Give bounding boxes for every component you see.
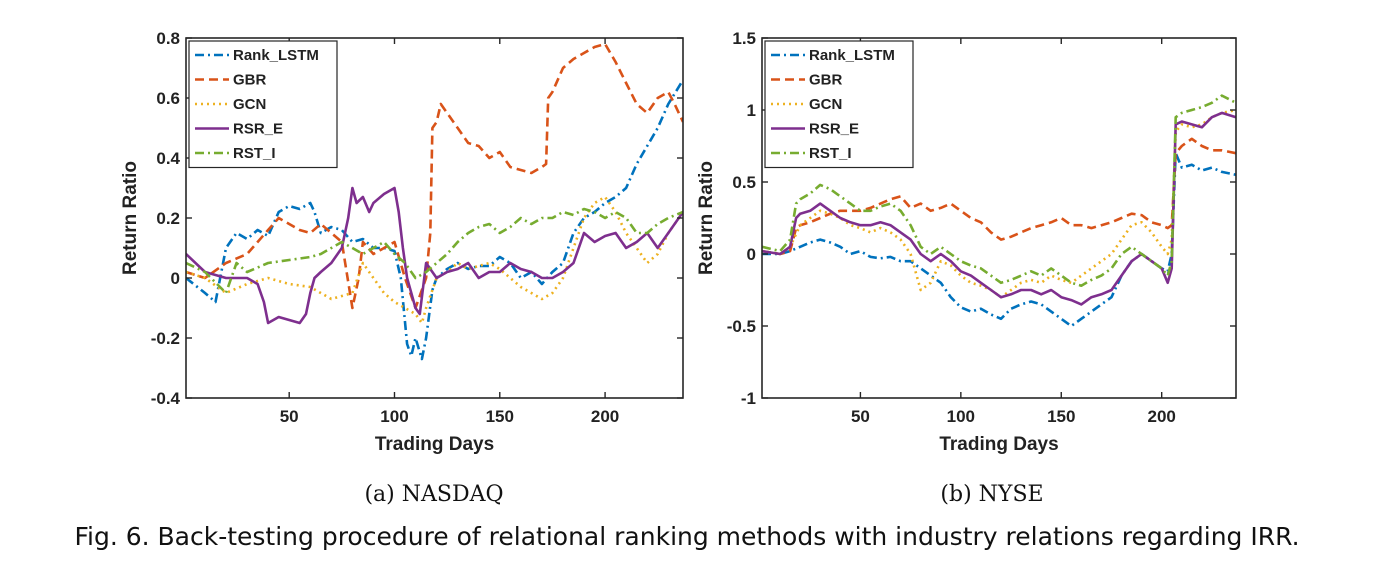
y-axis-label: Return Ratio [696, 161, 717, 275]
series-line-gcn [762, 108, 1236, 299]
series-line-gcn [186, 195, 683, 325]
legend-label-rank-lstm: Rank_LSTM [809, 47, 895, 64]
legend-label-rst-i: RST_I [809, 145, 852, 162]
y-axis-label: Return Ratio [120, 161, 141, 275]
y-tick-label: 1 [747, 101, 756, 120]
series-line-rst-i [186, 207, 683, 295]
x-tick-label: 150 [1047, 407, 1075, 426]
x-tick-label: 100 [947, 407, 975, 426]
x-tick-label: 150 [486, 407, 514, 426]
figure-caption: Fig. 6. Back-testing procedure of relati… [74, 522, 1299, 551]
subcaption-nasdaq: (a) NASDAQ [364, 482, 503, 507]
y-tick-label: 0.4 [156, 149, 180, 168]
legend-label-rst-i: RST_I [233, 145, 276, 162]
legend-label-rank-lstm: Rank_LSTM [233, 47, 319, 64]
axes-box [761, 37, 1237, 399]
legend-label-rsr-e: RSR_E [233, 121, 283, 138]
x-tick-label: 100 [380, 407, 408, 426]
y-tick-label: -0.5 [727, 317, 756, 336]
series-line-rsr-e [186, 186, 683, 325]
y-tick-label: 0.2 [156, 209, 180, 228]
y-tick-label: -1 [741, 389, 756, 408]
y-tick-label: 0 [747, 245, 756, 264]
series-line-gbr [762, 137, 1236, 256]
legend-label-gbr: GBR [809, 72, 843, 89]
y-tick-label: -0.2 [151, 329, 180, 348]
y-tick-label: 0.5 [732, 173, 756, 192]
y-tick-label: 0.6 [156, 89, 180, 108]
legend: Rank_LSTM GBR GCN RSR_E RST_I [188, 40, 338, 169]
series-line-rst-i [762, 94, 1236, 287]
series-line-gbr [186, 42, 683, 310]
x-axis-label: Trading Days [375, 434, 494, 455]
x-tick-label: 50 [280, 407, 299, 426]
x-tick-label: 200 [1147, 407, 1175, 426]
y-tick-label: 1.5 [732, 29, 756, 48]
legend-label-gcn: GCN [809, 96, 842, 113]
y-tick-label: 0.8 [156, 29, 180, 48]
chart-nasdaq: 50 100 150 200 -0.4 -0.2 0 0.2 0.4 0.6 0.8 Trading … [120, 29, 684, 455]
series-line-rsr-e [762, 111, 1236, 306]
x-tick-label: 200 [591, 407, 619, 426]
y-tick-label: -0.4 [151, 389, 181, 408]
y-tick-label: 0 [171, 269, 180, 288]
x-axis-label: Trading Days [939, 434, 1058, 455]
legend: Rank_LSTM GBR GCN RSR_E RST_I [764, 40, 914, 169]
chart-nyse: 50 100 150 200 -1 -0.5 0 0.5 1 1.5 Trading Days Ret… [696, 29, 1237, 455]
legend-label-rsr-e: RSR_E [809, 121, 859, 138]
x-tick-label: 50 [851, 407, 870, 426]
subcaption-nyse: (b) NYSE [940, 482, 1043, 507]
legend-label-gcn: GCN [233, 96, 266, 113]
legend-label-gbr: GBR [233, 72, 267, 89]
